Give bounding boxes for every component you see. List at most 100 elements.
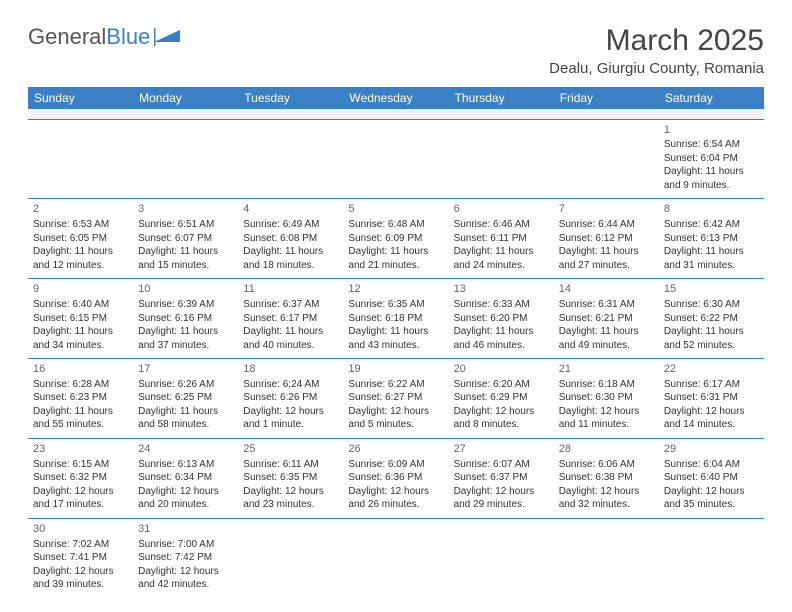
blank-cell: [659, 109, 764, 119]
sunset-text: Sunset: 6:38 PM: [559, 471, 654, 485]
logo: GeneralBlue: [28, 24, 180, 50]
sunset-text: Sunset: 7:42 PM: [138, 551, 233, 565]
sunrise-text: Sunrise: 6:24 AM: [243, 378, 338, 392]
day-number: 10: [138, 282, 233, 297]
day-number: 31: [138, 522, 233, 537]
daylight-text: Daylight: 11 hours and 9 minutes.: [664, 165, 759, 192]
empty-cell: [238, 119, 343, 199]
day-number: 28: [559, 442, 654, 457]
sunset-text: Sunset: 6:27 PM: [348, 391, 443, 405]
day-cell: 26Sunrise: 6:09 AMSunset: 6:36 PMDayligh…: [343, 438, 448, 518]
daylight-text: Daylight: 12 hours and 11 minutes.: [559, 405, 654, 432]
sunrise-text: Sunrise: 6:51 AM: [138, 218, 233, 232]
week-row: 30Sunrise: 7:02 AMSunset: 7:41 PMDayligh…: [28, 518, 764, 597]
sunrise-text: Sunrise: 6:18 AM: [559, 378, 654, 392]
empty-cell: [343, 518, 448, 597]
calendar-table: Sunday Monday Tuesday Wednesday Thursday…: [28, 87, 764, 598]
weekday-header: Friday: [554, 87, 659, 109]
daylight-text: Daylight: 12 hours and 32 minutes.: [559, 485, 654, 512]
daylight-text: Daylight: 11 hours and 34 minutes.: [33, 325, 128, 352]
blank-cell: [554, 109, 659, 119]
sunrise-text: Sunrise: 6:54 AM: [664, 138, 759, 152]
empty-cell: [343, 119, 448, 199]
weekday-header: Monday: [133, 87, 238, 109]
empty-cell: [133, 119, 238, 199]
daylight-text: Daylight: 11 hours and 31 minutes.: [664, 245, 759, 272]
sunset-text: Sunset: 6:36 PM: [348, 471, 443, 485]
day-cell: 31Sunrise: 7:00 AMSunset: 7:42 PMDayligh…: [133, 518, 238, 597]
day-cell: 11Sunrise: 6:37 AMSunset: 6:17 PMDayligh…: [238, 279, 343, 359]
daylight-text: Daylight: 11 hours and 46 minutes.: [454, 325, 549, 352]
sunset-text: Sunset: 6:04 PM: [664, 152, 759, 166]
sunrise-text: Sunrise: 6:37 AM: [243, 298, 338, 312]
day-number: 24: [138, 442, 233, 457]
sunset-text: Sunset: 6:25 PM: [138, 391, 233, 405]
sunset-text: Sunset: 6:40 PM: [664, 471, 759, 485]
daylight-text: Daylight: 11 hours and 15 minutes.: [138, 245, 233, 272]
daylight-text: Daylight: 12 hours and 1 minute.: [243, 405, 338, 432]
logo-text-2: Blue: [106, 24, 150, 50]
daylight-text: Daylight: 11 hours and 52 minutes.: [664, 325, 759, 352]
weekday-header-row: Sunday Monday Tuesday Wednesday Thursday…: [28, 87, 764, 109]
day-cell: 22Sunrise: 6:17 AMSunset: 6:31 PMDayligh…: [659, 359, 764, 439]
sunrise-text: Sunrise: 6:15 AM: [33, 458, 128, 472]
day-number: 9: [33, 282, 128, 297]
daylight-text: Daylight: 11 hours and 58 minutes.: [138, 405, 233, 432]
daylight-text: Daylight: 12 hours and 42 minutes.: [138, 565, 233, 592]
day-cell: 13Sunrise: 6:33 AMSunset: 6:20 PMDayligh…: [449, 279, 554, 359]
day-cell: 28Sunrise: 6:06 AMSunset: 6:38 PMDayligh…: [554, 438, 659, 518]
flag-icon: [154, 28, 180, 46]
sunset-text: Sunset: 6:34 PM: [138, 471, 233, 485]
sunset-text: Sunset: 7:41 PM: [33, 551, 128, 565]
sunset-text: Sunset: 6:22 PM: [664, 312, 759, 326]
daylight-text: Daylight: 11 hours and 18 minutes.: [243, 245, 338, 272]
sunrise-text: Sunrise: 6:22 AM: [348, 378, 443, 392]
day-number: 23: [33, 442, 128, 457]
sunset-text: Sunset: 6:15 PM: [33, 312, 128, 326]
week-row: 2Sunrise: 6:53 AMSunset: 6:05 PMDaylight…: [28, 199, 764, 279]
blank-cell: [133, 109, 238, 119]
day-number: 22: [664, 362, 759, 377]
day-number: 27: [454, 442, 549, 457]
daylight-text: Daylight: 12 hours and 17 minutes.: [33, 485, 128, 512]
daylight-text: Daylight: 11 hours and 37 minutes.: [138, 325, 233, 352]
day-number: 15: [664, 282, 759, 297]
day-number: 8: [664, 202, 759, 217]
day-cell: 6Sunrise: 6:46 AMSunset: 6:11 PMDaylight…: [449, 199, 554, 279]
daylight-text: Daylight: 12 hours and 23 minutes.: [243, 485, 338, 512]
empty-cell: [449, 119, 554, 199]
sunrise-text: Sunrise: 6:13 AM: [138, 458, 233, 472]
weekday-header: Tuesday: [238, 87, 343, 109]
week-row: 23Sunrise: 6:15 AMSunset: 6:32 PMDayligh…: [28, 438, 764, 518]
daylight-text: Daylight: 12 hours and 5 minutes.: [348, 405, 443, 432]
daylight-text: Daylight: 11 hours and 55 minutes.: [33, 405, 128, 432]
weekday-header: Sunday: [28, 87, 133, 109]
day-cell: 24Sunrise: 6:13 AMSunset: 6:34 PMDayligh…: [133, 438, 238, 518]
empty-cell: [554, 518, 659, 597]
sunrise-text: Sunrise: 6:17 AM: [664, 378, 759, 392]
sunset-text: Sunset: 6:29 PM: [454, 391, 549, 405]
day-number: 20: [454, 362, 549, 377]
sunrise-text: Sunrise: 6:04 AM: [664, 458, 759, 472]
day-cell: 19Sunrise: 6:22 AMSunset: 6:27 PMDayligh…: [343, 359, 448, 439]
blank-cell: [28, 109, 133, 119]
day-cell: 29Sunrise: 6:04 AMSunset: 6:40 PMDayligh…: [659, 438, 764, 518]
sunrise-text: Sunrise: 6:26 AM: [138, 378, 233, 392]
sunrise-text: Sunrise: 6:35 AM: [348, 298, 443, 312]
sunset-text: Sunset: 6:05 PM: [33, 232, 128, 246]
day-number: 7: [559, 202, 654, 217]
title-block: March 2025 Dealu, Giurgiu County, Romani…: [549, 24, 764, 77]
day-cell: 25Sunrise: 6:11 AMSunset: 6:35 PMDayligh…: [238, 438, 343, 518]
day-number: 26: [348, 442, 443, 457]
day-cell: 17Sunrise: 6:26 AMSunset: 6:25 PMDayligh…: [133, 359, 238, 439]
daylight-text: Daylight: 12 hours and 8 minutes.: [454, 405, 549, 432]
day-number: 13: [454, 282, 549, 297]
sunrise-text: Sunrise: 6:30 AM: [664, 298, 759, 312]
sunrise-text: Sunrise: 6:09 AM: [348, 458, 443, 472]
sunset-text: Sunset: 6:08 PM: [243, 232, 338, 246]
header: GeneralBlue March 2025 Dealu, Giurgiu Co…: [28, 24, 764, 77]
daylight-text: Daylight: 11 hours and 24 minutes.: [454, 245, 549, 272]
sunset-text: Sunset: 6:16 PM: [138, 312, 233, 326]
day-number: 3: [138, 202, 233, 217]
sunset-text: Sunset: 6:26 PM: [243, 391, 338, 405]
